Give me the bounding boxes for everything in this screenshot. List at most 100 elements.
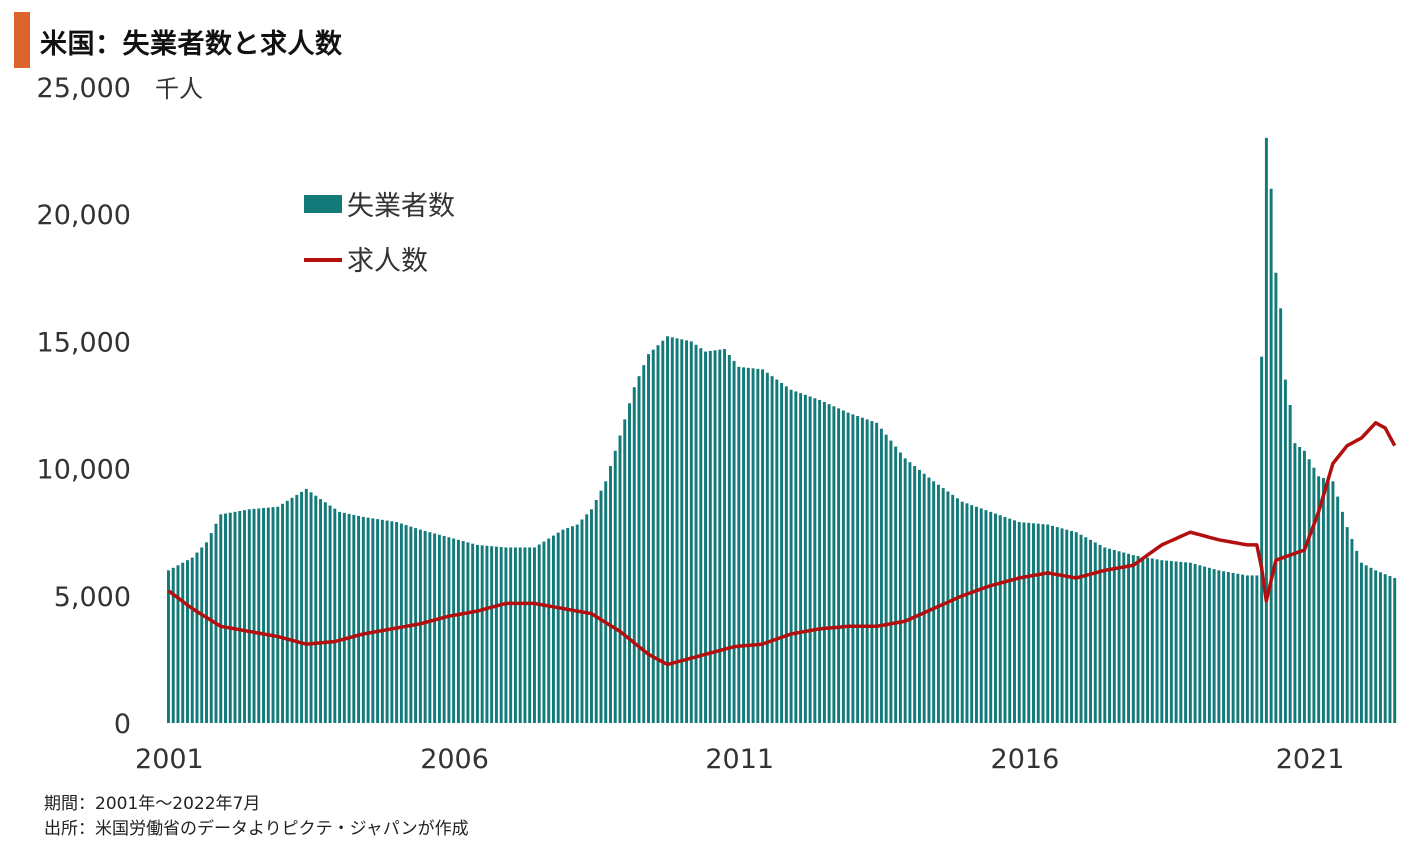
unemployment-bar	[456, 539, 460, 723]
unemployment-bar	[1374, 570, 1378, 723]
unemployment-bar	[732, 360, 736, 723]
unemployment-bar	[243, 510, 246, 723]
unemployment-bar	[513, 547, 517, 723]
unemployment-bar	[1241, 574, 1245, 723]
unemployment-bar	[366, 517, 370, 723]
unemployment-bar	[1393, 577, 1397, 723]
unemployment-bar	[338, 511, 342, 723]
unemployment-bar	[794, 391, 798, 723]
unemployment-bar	[1312, 467, 1316, 723]
unemployment-bar	[371, 518, 375, 723]
unemployment-bar	[685, 340, 689, 723]
y-unit-label: 千人	[155, 75, 203, 103]
unemployment-bar	[1022, 522, 1026, 723]
unemployment-bar	[509, 547, 513, 723]
unemployment-bar	[751, 368, 755, 723]
unemployment-bar	[1136, 555, 1140, 723]
unemployment-bar	[233, 511, 237, 723]
source-note: 出所：米国労働省のデータよりピクテ・ジャパンが作成	[44, 819, 469, 839]
unemployment-bar	[1331, 481, 1335, 723]
unemployment-bar	[1127, 553, 1131, 723]
unemployment-bar	[889, 440, 893, 723]
unemployment-bar	[1188, 562, 1192, 723]
unemployment-bar	[856, 416, 860, 723]
unemployment-bar	[1260, 356, 1264, 723]
unemployment-bar	[637, 376, 641, 723]
unemployment-bar	[922, 473, 926, 723]
unemployment-bar	[1302, 450, 1306, 723]
legend-bar-swatch	[304, 195, 342, 213]
unemployment-bar	[314, 495, 318, 723]
unemployment-bar	[537, 544, 541, 723]
unemployment-bar	[799, 393, 803, 723]
unemployment-bar	[1198, 565, 1202, 723]
unemployment-bar	[965, 503, 969, 723]
unemployment-bar	[1245, 575, 1249, 723]
unemployment-bar	[361, 516, 365, 723]
unemployment-bar	[304, 488, 308, 723]
unemployment-bar	[575, 524, 579, 723]
unemployment-bar	[1388, 576, 1392, 723]
unemployment-bar	[837, 408, 841, 723]
unemployment-bar	[1093, 542, 1097, 723]
unemployment-bar	[699, 348, 703, 723]
unemployment-bar	[333, 508, 337, 723]
unemployment-bar	[1383, 574, 1387, 723]
y-tick-label: 25,000	[37, 73, 131, 104]
unemployment-bar	[200, 547, 204, 723]
unemployment-bar	[547, 538, 551, 723]
unemployment-bar	[1359, 562, 1363, 723]
unemployment-bar	[670, 337, 674, 723]
unemployment-bar	[1179, 561, 1183, 723]
unemployment-bar	[1193, 564, 1197, 723]
unemployment-bar	[195, 552, 199, 723]
unemployment-bar	[447, 537, 451, 723]
unemployment-bar	[979, 508, 983, 723]
unemployment-bar	[186, 560, 189, 723]
unemployment-bar	[913, 466, 917, 723]
unemployment-bar	[1203, 566, 1207, 723]
chart-notes: 期間：2001年～2022年7月 出所：米国労働省のデータよりピクテ・ジャパンが…	[44, 792, 469, 842]
unemployment-bar	[742, 367, 746, 723]
unemployment-bar	[1036, 523, 1040, 723]
unemployment-bar	[713, 350, 717, 723]
unemployment-bar	[1293, 443, 1297, 723]
unemployment-bar	[376, 519, 380, 723]
unemployment-bar	[875, 422, 879, 723]
unemployment-bar	[266, 507, 270, 723]
unemployment-bar	[723, 349, 727, 723]
unemployment-bar	[789, 389, 793, 723]
unemployment-bar	[822, 402, 826, 723]
y-tick-label: 5,000	[54, 582, 131, 613]
unemployment-bar	[1298, 446, 1302, 723]
unemployment-bar	[599, 490, 603, 723]
unemployment-bar	[1364, 565, 1368, 723]
unemployment-bar	[613, 450, 617, 723]
unemployment-bar	[437, 534, 441, 723]
unemployment-bar	[252, 508, 256, 723]
unemployment-bar	[319, 499, 323, 723]
unemployment-bar	[780, 382, 784, 723]
unemployment-bar	[1222, 571, 1226, 723]
y-tick-label: 0	[114, 709, 131, 740]
unemployment-bar	[590, 509, 593, 723]
unemployment-bar	[1184, 562, 1188, 723]
unemployment-bar	[167, 570, 170, 723]
unemployment-bar	[974, 506, 978, 723]
unemployment-bar	[1345, 527, 1349, 723]
unemployment-bar	[528, 547, 532, 723]
unemployment-bar	[1089, 539, 1093, 723]
unemployment-bar	[737, 366, 741, 723]
title-accent-bar	[14, 12, 30, 68]
unemployment-bar	[323, 502, 327, 723]
unemployment-bar	[908, 462, 912, 723]
unemployment-bar	[666, 336, 670, 723]
unemployment-bar	[1041, 524, 1045, 723]
unemployment-bar	[970, 505, 974, 723]
unemployment-bar	[328, 505, 332, 723]
unemployment-bar	[461, 541, 465, 723]
x-tick-label: 2016	[991, 744, 1060, 775]
unemployment-bar	[1122, 552, 1126, 723]
